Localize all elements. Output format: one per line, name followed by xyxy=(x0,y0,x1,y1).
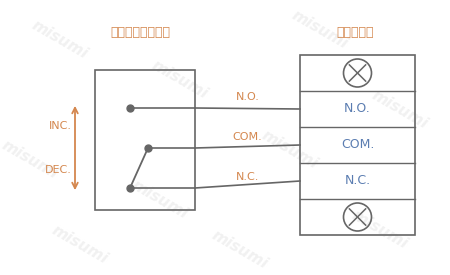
Text: N.O.: N.O. xyxy=(344,103,371,116)
Text: N.C.: N.C. xyxy=(236,172,259,182)
Text: DEC.: DEC. xyxy=(45,165,72,175)
Text: misumi: misumi xyxy=(149,58,211,102)
Text: マイクロスイッチ: マイクロスイッチ xyxy=(110,26,170,38)
Text: misumi: misumi xyxy=(259,128,321,172)
Text: N.C.: N.C. xyxy=(344,175,370,188)
Text: misumi: misumi xyxy=(50,223,111,267)
Text: misumi: misumi xyxy=(209,228,271,272)
Text: misumi: misumi xyxy=(349,208,411,252)
Text: COM.: COM. xyxy=(233,132,262,142)
Text: misumi: misumi xyxy=(0,138,61,182)
Text: N.O.: N.O. xyxy=(235,92,260,102)
Text: misumi: misumi xyxy=(29,18,91,62)
Text: misumi: misumi xyxy=(289,8,351,52)
Text: ターミナル: ターミナル xyxy=(336,26,374,38)
Text: misumi: misumi xyxy=(369,88,431,132)
Text: INC.: INC. xyxy=(49,121,72,131)
Text: COM.: COM. xyxy=(341,139,374,152)
Text: misumi: misumi xyxy=(129,178,191,222)
